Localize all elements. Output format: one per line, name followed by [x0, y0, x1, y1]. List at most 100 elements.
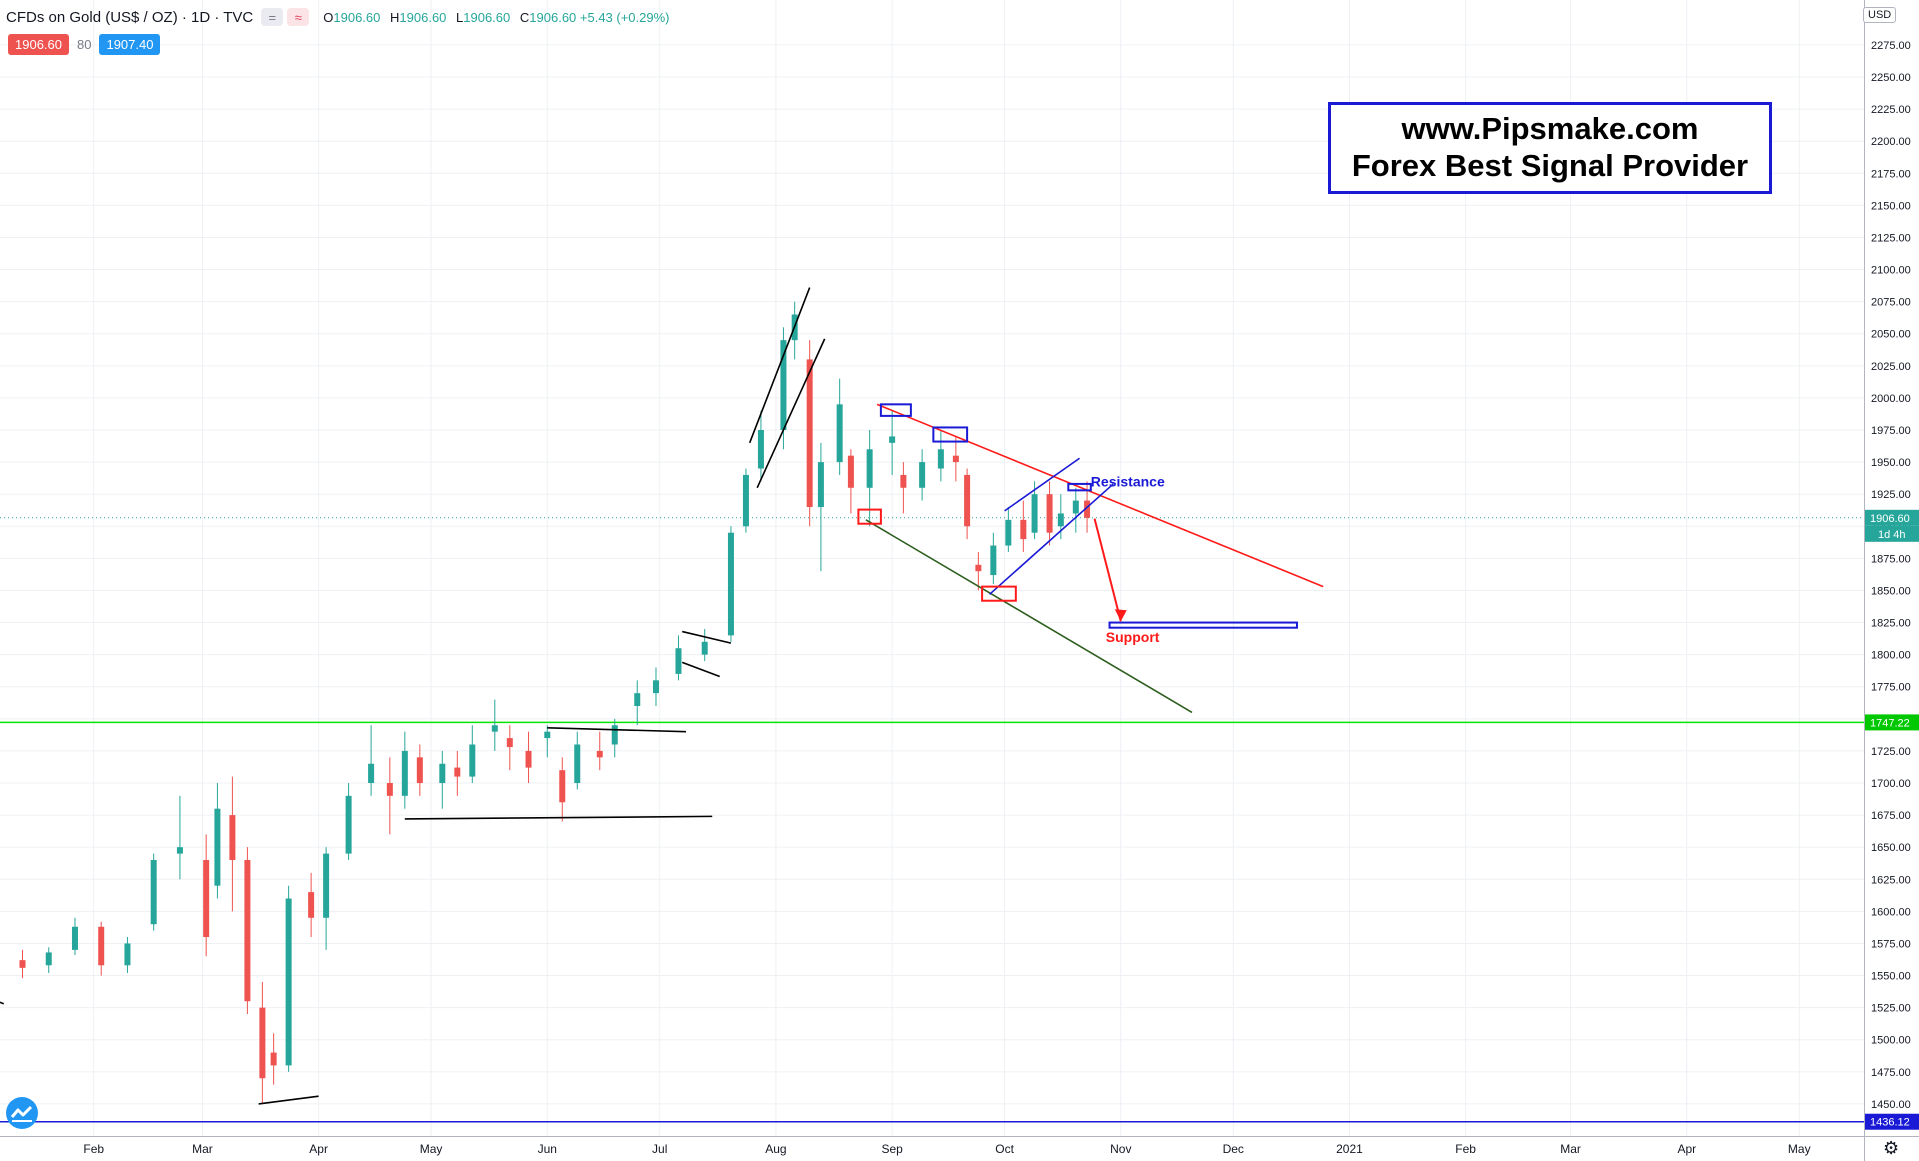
- candle-body: [544, 731, 551, 739]
- candle-body: [701, 641, 708, 655]
- y-tick-label: 1650.00: [1871, 842, 1911, 854]
- open-key: O: [323, 9, 334, 25]
- spread-value: 80: [77, 37, 92, 52]
- candle-body: [1046, 494, 1053, 533]
- trend-line: [756, 338, 826, 489]
- y-tick-label: 2150.00: [1871, 200, 1911, 212]
- y-tick-label: 1850.00: [1871, 585, 1911, 597]
- candle-body: [889, 436, 896, 443]
- candle-body: [919, 462, 926, 488]
- candle-body: [491, 725, 498, 732]
- candle-body: [229, 815, 236, 861]
- candle-body: [1020, 519, 1027, 540]
- trend-line: [682, 630, 732, 644]
- sell-price-button[interactable]: 1906.60: [8, 34, 69, 55]
- down-arrow-head: [1114, 609, 1127, 622]
- bid-ask-panel: 1906.60 80 1907.40: [8, 34, 161, 55]
- candle-body: [176, 847, 183, 854]
- resistance-label: Resistance: [1091, 473, 1165, 489]
- y-tick-label: 1925.00: [1871, 489, 1911, 501]
- candle-body: [386, 783, 393, 796]
- gear-icon[interactable]: ⚙: [1883, 1138, 1900, 1158]
- currency-button[interactable]: USD: [1863, 7, 1897, 23]
- candle-body: [806, 359, 813, 508]
- candle-body: [71, 926, 78, 950]
- candle-body: [817, 462, 824, 508]
- promo-banner: www.Pipsmake.com Forex Best Signal Provi…: [1328, 102, 1772, 194]
- y-tick-label: 1450.00: [1871, 1099, 1911, 1111]
- candle-body: [1057, 513, 1064, 527]
- candle-body: [19, 960, 26, 968]
- x-tick-label: May: [420, 1142, 443, 1156]
- x-tick-label: Jul: [652, 1142, 667, 1156]
- candle-body: [124, 943, 131, 966]
- zone-rectangle: [932, 426, 969, 443]
- candle-body: [634, 693, 641, 706]
- candle-body: [757, 430, 764, 469]
- y-tick-label: 1950.00: [1871, 457, 1911, 469]
- y-tick-label: 2075.00: [1871, 297, 1911, 309]
- y-tick-label: 2125.00: [1871, 232, 1911, 244]
- candle-body: [439, 763, 446, 784]
- x-tick-label: Nov: [1110, 1142, 1131, 1156]
- y-tick-label: 1550.00: [1871, 971, 1911, 983]
- symbol-title[interactable]: CFDs on Gold (US$ / OZ) · 1D · TVC: [6, 8, 254, 26]
- buy-price-button[interactable]: 1907.40: [99, 34, 161, 55]
- high-key: H: [390, 9, 400, 25]
- y-tick-label: 2200.00: [1871, 136, 1911, 148]
- candle-body: [866, 449, 873, 488]
- trend-line: [547, 727, 686, 733]
- x-tick-label: Oct: [995, 1142, 1014, 1156]
- candle-body: [596, 750, 603, 758]
- y-tick-label: 1600.00: [1871, 906, 1911, 918]
- y-tick-label: 2175.00: [1871, 168, 1911, 180]
- candle-body: [952, 455, 959, 463]
- y-tick-label: 1500.00: [1871, 1035, 1911, 1047]
- candle-body: [323, 853, 330, 918]
- y-tick-label: 1825.00: [1871, 618, 1911, 630]
- x-tick-label: Feb: [83, 1142, 104, 1156]
- candle-body: [506, 738, 513, 748]
- y-tick-label: 1800.00: [1871, 650, 1911, 662]
- candle-body: [525, 750, 532, 768]
- compare-button[interactable]: =: [261, 8, 284, 26]
- candle-body: [469, 744, 476, 777]
- y-tick-label: 1525.00: [1871, 1003, 1911, 1015]
- y-tick-label: 1700.00: [1871, 778, 1911, 790]
- support-label: Support: [1106, 629, 1160, 645]
- y-tick-label: 1475.00: [1871, 1067, 1911, 1079]
- candle-body: [308, 892, 315, 918]
- banner-line-2: Forex Best Signal Provider: [1351, 148, 1749, 183]
- ohlc-readout: O1906.60 H1906.60 L1906.60 C1906.60 +5.4…: [323, 10, 675, 25]
- y-tick-label: 1775.00: [1871, 682, 1911, 694]
- x-tick-label: Feb: [1455, 1142, 1476, 1156]
- x-tick-label: Mar: [1560, 1142, 1581, 1156]
- y-tick-label: 2025.00: [1871, 361, 1911, 373]
- candle-body: [416, 757, 423, 784]
- candle-body: [368, 763, 375, 784]
- indicator-button[interactable]: ≈: [287, 8, 310, 26]
- candle-body: [727, 532, 734, 636]
- x-tick-label: Sep: [881, 1142, 903, 1156]
- banner-line-1: www.Pipsmake.com: [1401, 111, 1699, 146]
- candle-body: [559, 770, 566, 803]
- trend-line: [681, 661, 720, 678]
- y-tick-label: 1625.00: [1871, 874, 1911, 886]
- y-tick-label: 1575.00: [1871, 938, 1911, 950]
- candle-body: [780, 340, 787, 431]
- candle-body: [45, 952, 52, 966]
- candle-body: [1005, 519, 1012, 546]
- tradingview-logo-icon[interactable]: [6, 1097, 38, 1129]
- trend-line: [404, 815, 713, 820]
- down-arrow-shaft: [1093, 518, 1122, 622]
- x-tick-label: Aug: [765, 1142, 786, 1156]
- zone-rectangle: [1067, 482, 1092, 492]
- x-tick-label: Dec: [1223, 1142, 1244, 1156]
- candle-body: [285, 898, 292, 1066]
- trend-line: [989, 483, 1114, 595]
- candle-body: [675, 648, 682, 674]
- candle-body: [214, 808, 221, 886]
- price-axis-label: 1436.12: [1870, 1117, 1910, 1129]
- y-tick-label: 2225.00: [1871, 104, 1911, 116]
